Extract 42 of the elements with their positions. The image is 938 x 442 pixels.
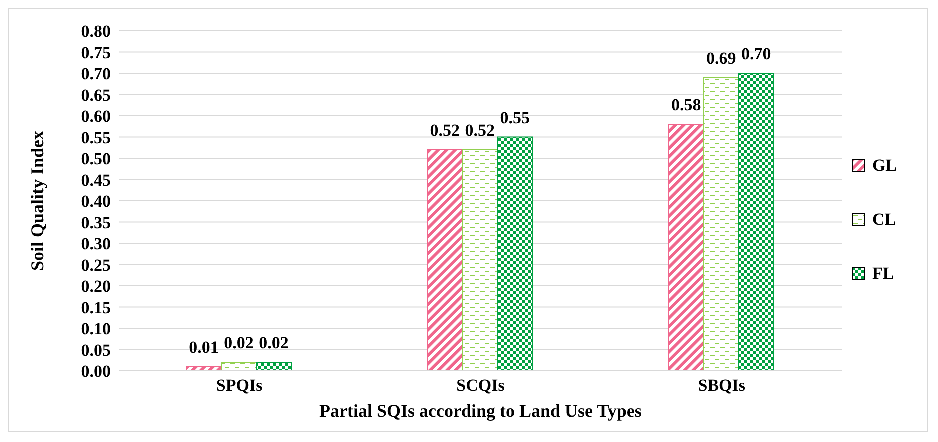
y-tick-label: 0.25 xyxy=(81,256,111,275)
legend-label: FL xyxy=(872,264,894,284)
data-label: 0.55 xyxy=(500,108,530,128)
bar xyxy=(427,150,464,371)
bar xyxy=(497,136,534,371)
y-axis-title: Soil Quality Index xyxy=(27,130,48,272)
y-tick-label: 0.50 xyxy=(81,150,111,169)
bar xyxy=(462,150,498,371)
y-tick-label: 0.45 xyxy=(81,170,111,190)
bar xyxy=(668,124,704,371)
y-tick-label: 0.10 xyxy=(81,320,111,339)
y-tick-label: 0.05 xyxy=(81,340,111,360)
y-tick-label: 0.00 xyxy=(81,362,111,382)
data-label: 0.58 xyxy=(671,96,702,114)
y-tick-label: 0.80 xyxy=(81,22,111,42)
y-tick-label: 0.70 xyxy=(81,64,111,84)
bar xyxy=(703,77,740,371)
y-tick-label: 0.55 xyxy=(81,128,111,148)
x-axis-title: Partial SQIs according to Land Use Types xyxy=(320,401,642,421)
y-tick-label: 0.15 xyxy=(81,298,111,318)
y-tick-label: 0.65 xyxy=(81,86,111,105)
data-label: 0.52 xyxy=(430,121,460,140)
bar xyxy=(221,362,258,371)
x-tick-label: SBQIs xyxy=(698,376,746,396)
y-tick-label: 0.30 xyxy=(81,234,111,254)
legend-label: GL xyxy=(872,156,897,176)
data-label: 0.01 xyxy=(189,338,219,357)
bar xyxy=(256,362,292,371)
y-tick-label: 0.75 xyxy=(81,43,111,62)
data-label: 0.70 xyxy=(741,44,772,64)
data-label: 0.69 xyxy=(706,48,736,68)
y-tick-label: 0.35 xyxy=(81,213,111,232)
y-tick-label: 0.60 xyxy=(81,107,111,126)
x-tick-label: SPQIs xyxy=(216,376,264,396)
x-tick-label: SCQIs xyxy=(456,376,506,396)
data-label: 0.02 xyxy=(224,334,254,352)
data-label: 0.02 xyxy=(259,334,289,352)
legend-label: CL xyxy=(872,210,896,230)
y-tick-label: 0.20 xyxy=(81,277,111,296)
bar xyxy=(738,73,774,371)
y-tick-label: 0.40 xyxy=(81,192,111,212)
data-label: 0.52 xyxy=(465,121,496,140)
